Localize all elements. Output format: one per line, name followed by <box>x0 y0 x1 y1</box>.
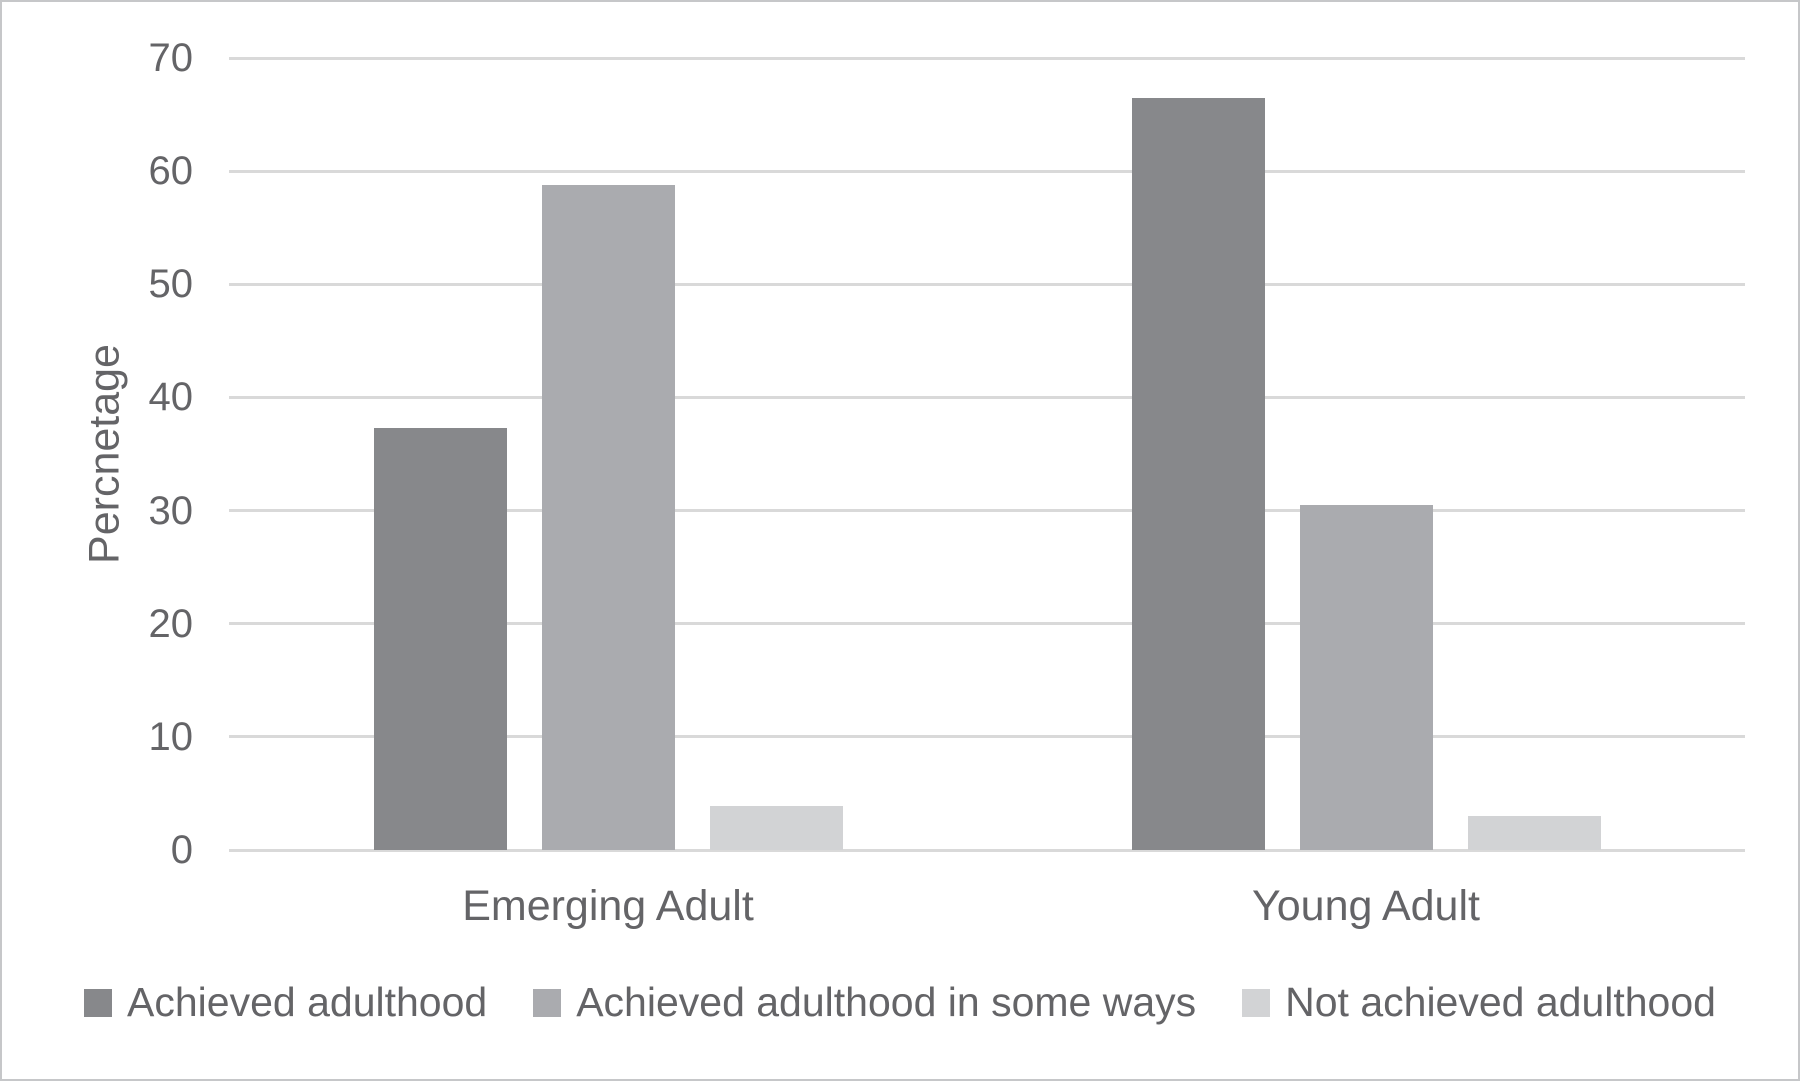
legend-label: Achieved adulthood <box>127 979 488 1025</box>
x-axis-label-0: Emerging Adult <box>462 882 754 930</box>
gridline-y-0 <box>229 848 1745 852</box>
plot-area: 0 10 20 30 40 50 60 70 <box>149 38 1745 870</box>
bar-series-2-category-1 <box>1467 816 1601 850</box>
legend: Achieved adulthood Achieved adulthood in … <box>2 982 1798 1023</box>
legend-item-2: Not achieved adulthood <box>1242 982 1716 1023</box>
y-tick-label-60: 60 <box>148 149 194 194</box>
legend-item-1: Achieved adulthood in some ways <box>533 982 1196 1023</box>
y-tick-label-50: 50 <box>148 262 194 307</box>
legend-swatch-icon <box>1242 988 1271 1017</box>
bar-series-2-category-0 <box>709 805 843 850</box>
bar-series-0-category-0 <box>373 427 507 850</box>
gridline-y-40 <box>229 395 1745 399</box>
y-tick-label-70: 70 <box>148 36 194 80</box>
x-axis: Emerging Adult Young Adult <box>229 882 1745 938</box>
legend-swatch-icon <box>84 988 113 1017</box>
gridline-y-60 <box>229 169 1745 173</box>
y-tick-label-0: 0 <box>170 828 193 872</box>
legend-item-0: Achieved adulthood <box>84 982 487 1023</box>
y-tick-label-20: 20 <box>148 601 194 646</box>
y-tick-label-10: 10 <box>148 714 194 759</box>
gridline-y-70 <box>229 56 1745 60</box>
gridline-y-20 <box>229 622 1745 626</box>
bar-series-1-category-0 <box>541 184 675 850</box>
y-tick-label-30: 30 <box>148 488 194 533</box>
bar-series-1-category-1 <box>1299 504 1433 850</box>
legend-label: Achieved adulthood in some ways <box>576 979 1197 1025</box>
gridline-y-30 <box>229 509 1745 513</box>
legend-label: Not achieved adulthood <box>1285 979 1716 1025</box>
legend-swatch-icon <box>533 988 562 1017</box>
bar-series-0-category-1 <box>1131 97 1265 850</box>
x-axis-label-1: Young Adult <box>1252 882 1480 930</box>
gridline-y-50 <box>229 282 1745 286</box>
y-tick-label-40: 40 <box>148 375 194 420</box>
gridline-y-10 <box>229 735 1745 739</box>
y-axis-title: Percnetage <box>80 344 129 564</box>
